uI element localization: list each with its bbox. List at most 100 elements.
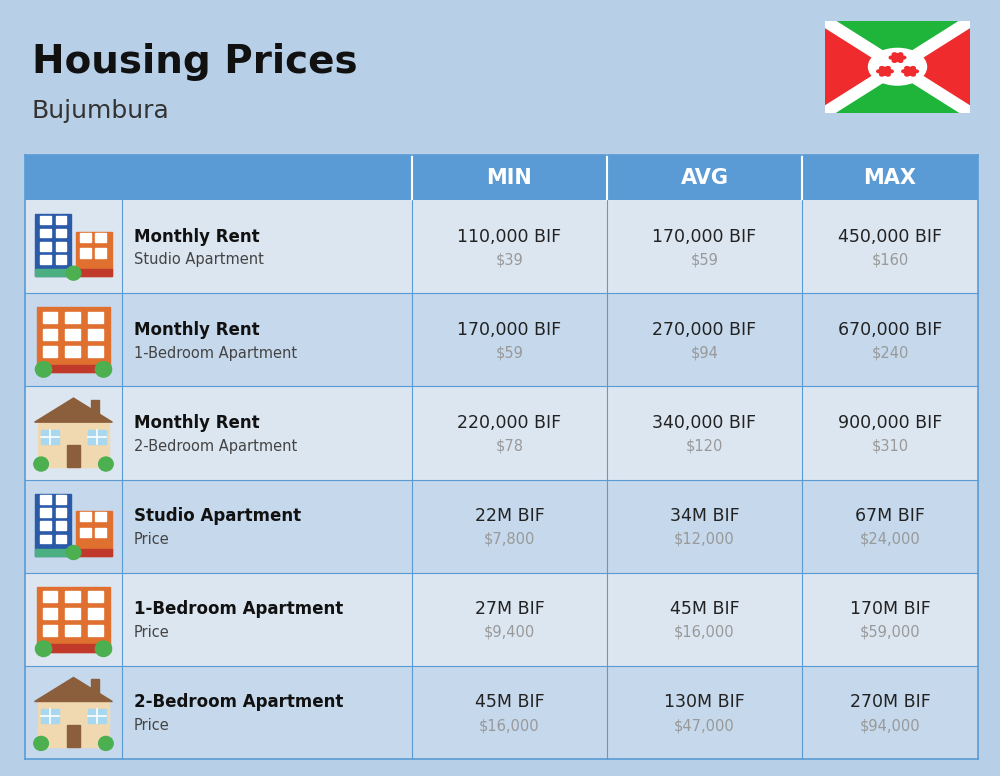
Polygon shape — [825, 21, 970, 67]
Text: 67M BIF: 67M BIF — [855, 507, 925, 525]
Text: $94,000: $94,000 — [860, 718, 920, 733]
Circle shape — [889, 70, 893, 73]
Circle shape — [880, 73, 884, 76]
Bar — [56, 255, 66, 264]
Bar — [80, 233, 91, 242]
Bar — [38, 702, 109, 747]
Bar — [80, 512, 91, 521]
Bar — [35, 269, 71, 276]
Circle shape — [914, 70, 918, 73]
Bar — [43, 625, 57, 636]
Bar — [35, 214, 71, 276]
Text: 110,000 BIF: 110,000 BIF — [457, 227, 562, 246]
Text: AVG: AVG — [680, 168, 728, 188]
Bar — [88, 346, 103, 357]
Text: $47,000: $47,000 — [674, 718, 735, 733]
Text: $78: $78 — [495, 438, 524, 454]
Text: $310: $310 — [871, 438, 909, 454]
Text: Monthly Rent: Monthly Rent — [134, 414, 260, 432]
Circle shape — [868, 48, 926, 85]
Bar — [37, 365, 110, 372]
Bar — [88, 430, 106, 444]
Bar — [95, 248, 106, 258]
Bar — [65, 608, 80, 619]
Bar — [91, 400, 99, 415]
Circle shape — [911, 73, 915, 76]
Text: 22M BIF: 22M BIF — [475, 507, 544, 525]
Bar — [56, 495, 66, 504]
Text: Price: Price — [134, 718, 170, 733]
Circle shape — [66, 266, 81, 280]
Bar — [43, 346, 57, 357]
Bar — [65, 329, 80, 340]
Text: $7,800: $7,800 — [484, 532, 535, 547]
Bar — [76, 269, 112, 276]
Bar — [88, 312, 103, 323]
Text: $12,000: $12,000 — [674, 532, 735, 547]
Polygon shape — [815, 21, 980, 113]
Bar — [88, 709, 106, 723]
Circle shape — [880, 67, 884, 69]
Polygon shape — [35, 398, 112, 422]
FancyBboxPatch shape — [25, 386, 978, 480]
Circle shape — [99, 457, 113, 471]
Circle shape — [904, 68, 916, 75]
Bar — [65, 312, 80, 323]
Text: $59: $59 — [691, 252, 718, 268]
Bar — [41, 709, 59, 723]
Circle shape — [902, 70, 906, 73]
Circle shape — [901, 56, 906, 59]
Bar — [65, 591, 80, 602]
Bar — [40, 242, 51, 251]
Text: $240: $240 — [871, 345, 909, 361]
Bar — [40, 255, 51, 264]
Text: Studio Apartment: Studio Apartment — [134, 252, 264, 268]
Bar — [41, 430, 59, 444]
Bar — [95, 512, 106, 521]
Bar — [38, 422, 109, 467]
Circle shape — [905, 73, 909, 76]
Bar — [43, 329, 57, 340]
Text: 220,000 BIF: 220,000 BIF — [457, 414, 562, 432]
Text: 2-Bedroom Apartment: 2-Bedroom Apartment — [134, 693, 343, 712]
Bar — [65, 346, 80, 357]
Text: 45M BIF: 45M BIF — [670, 600, 739, 618]
Bar — [43, 608, 57, 619]
Text: Price: Price — [134, 625, 170, 640]
Bar — [37, 307, 110, 372]
Text: MAX: MAX — [864, 168, 916, 188]
Text: Price: Price — [134, 532, 170, 547]
Bar — [40, 508, 51, 517]
Bar — [67, 445, 80, 467]
FancyBboxPatch shape — [25, 293, 978, 386]
Bar — [40, 495, 51, 504]
Circle shape — [886, 73, 890, 76]
Text: 2-Bedroom Apartment: 2-Bedroom Apartment — [134, 438, 297, 454]
Text: 450,000 BIF: 450,000 BIF — [838, 227, 942, 246]
FancyBboxPatch shape — [25, 573, 978, 666]
Text: $16,000: $16,000 — [479, 718, 540, 733]
Bar — [56, 242, 66, 251]
Bar — [40, 216, 51, 224]
Circle shape — [891, 54, 904, 61]
Circle shape — [892, 60, 897, 62]
Bar — [95, 528, 106, 537]
Circle shape — [877, 70, 881, 73]
Text: $160: $160 — [871, 252, 909, 268]
Text: Monthly Rent: Monthly Rent — [134, 320, 260, 339]
Bar — [56, 535, 66, 543]
Circle shape — [95, 641, 112, 656]
Text: Housing Prices: Housing Prices — [32, 43, 358, 81]
Bar — [65, 625, 80, 636]
Circle shape — [34, 736, 48, 750]
Text: $16,000: $16,000 — [674, 625, 735, 640]
FancyBboxPatch shape — [25, 200, 978, 293]
Bar — [43, 312, 57, 323]
Bar — [88, 608, 103, 619]
Text: $59,000: $59,000 — [860, 625, 920, 640]
FancyBboxPatch shape — [25, 155, 978, 200]
Text: 900,000 BIF: 900,000 BIF — [838, 414, 942, 432]
Text: 1-Bedroom Apartment: 1-Bedroom Apartment — [134, 345, 297, 361]
Circle shape — [99, 736, 113, 750]
Bar — [40, 521, 51, 530]
